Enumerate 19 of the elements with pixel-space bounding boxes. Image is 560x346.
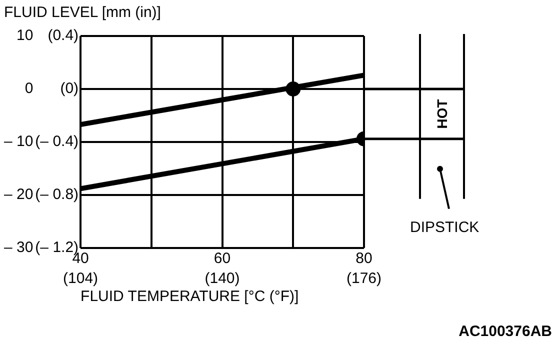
x2-tick-label: (104): [63, 270, 98, 288]
y-tick-label: 10: [16, 27, 34, 44]
x-axis-title: FLUID TEMPERATURE [°C (°F)]: [80, 288, 299, 306]
y2-tick-label: (0): [60, 80, 79, 98]
y-tick-label: – 20: [4, 186, 34, 204]
x2-tick-label: (176): [346, 270, 382, 288]
y2-tick-label: (0.4): [48, 27, 79, 44]
text: AC100376AB: [458, 323, 552, 340]
y2-tick-label: (– 0.4): [35, 133, 79, 150]
x-tick-label: 60: [214, 250, 231, 268]
x2-tick-label: (140): [204, 270, 240, 288]
text: DIPSTICK: [410, 218, 480, 236]
chart-title: FLUID LEVEL [mm (in)]: [4, 4, 161, 21]
x-tick-label: 80: [356, 250, 372, 268]
y2-tick-label: (– 0.8): [35, 186, 79, 204]
y-tick-label: 0: [24, 80, 34, 98]
text: HOT: [434, 99, 450, 129]
y-tick-label: – 10: [4, 133, 34, 150]
y-tick-label: – 30: [4, 239, 34, 256]
